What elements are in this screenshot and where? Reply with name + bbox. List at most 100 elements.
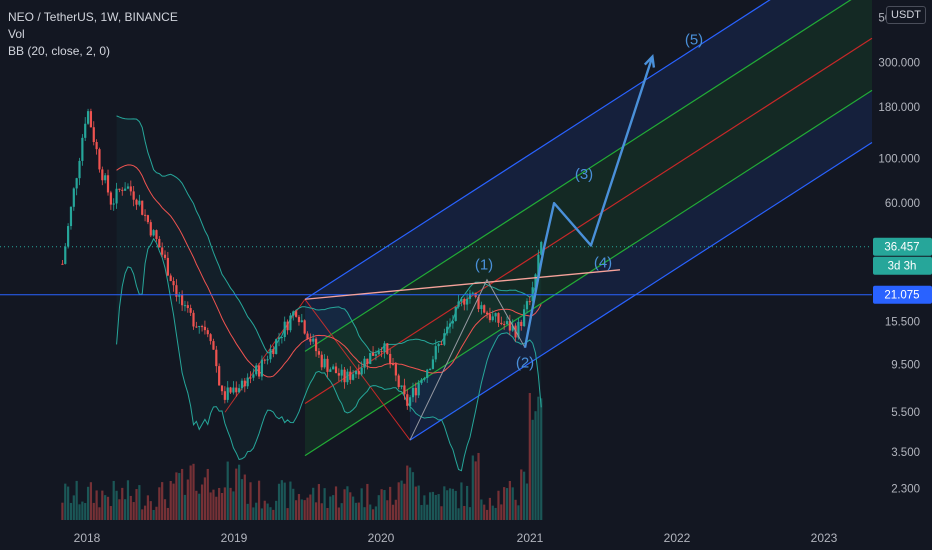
volume-bar <box>434 494 437 520</box>
currency-button[interactable]: USDT <box>886 6 926 24</box>
volume-bar <box>443 486 446 520</box>
volume-bar <box>146 495 150 520</box>
candle-body <box>132 191 135 200</box>
candle-body <box>198 326 201 328</box>
volume-bar <box>98 507 101 520</box>
candle-body <box>309 338 312 342</box>
candle-body <box>505 321 509 325</box>
volume-bar <box>326 507 329 520</box>
volume-bar <box>431 491 435 520</box>
drawing-tools[interactable]: (1) (2) (3) (4) (5) <box>0 32 872 441</box>
y-tick-label: 180.000 <box>878 102 920 114</box>
candle-body <box>64 246 67 264</box>
volume-bar <box>115 490 118 520</box>
volume-bar <box>497 490 500 520</box>
indicator-bb[interactable]: BB (20, close, 2, 0) <box>8 44 111 58</box>
volume-bar <box>528 393 531 520</box>
candle-body <box>61 263 64 265</box>
candle-body <box>423 378 426 380</box>
wave-label: (1) <box>475 257 493 274</box>
candle-body <box>215 349 218 367</box>
volume-bar <box>260 508 264 520</box>
candle-body <box>466 298 469 305</box>
volume-bar <box>306 497 309 520</box>
candle-body <box>334 366 338 374</box>
candle-body <box>360 367 363 375</box>
candle-body <box>317 351 321 355</box>
y-tick-label: 5.500 <box>891 407 920 419</box>
volume-bar <box>64 483 67 520</box>
volume-bar <box>129 495 132 520</box>
volume-bar <box>303 500 306 520</box>
volume-bar <box>69 502 73 520</box>
volume-bar <box>503 487 506 520</box>
candle-body <box>369 352 372 365</box>
time-axis[interactable]: 2018 2019 2020 2021 2022 2023 <box>74 531 838 545</box>
candle-body <box>81 137 84 161</box>
candle-body <box>86 111 90 124</box>
volume-bar <box>181 468 184 520</box>
candle-body <box>411 387 415 398</box>
candle-body <box>540 242 543 255</box>
wave-label: (3) <box>575 166 593 183</box>
bb-fill <box>116 115 542 471</box>
volume-bar <box>508 480 511 520</box>
volume-bar <box>448 488 452 520</box>
pitchfork-channel[interactable] <box>224 0 873 457</box>
volume-bar <box>320 503 323 520</box>
candle-body <box>218 366 221 386</box>
volume-bar <box>540 398 543 520</box>
volume-bar <box>272 509 275 520</box>
candle-body <box>394 364 397 376</box>
candle-body <box>235 387 238 393</box>
volume-bar <box>143 505 147 520</box>
price-axis[interactable]: 500.000300.000180.000100.00060.00015.500… <box>878 13 920 496</box>
hline-value: 21.075 <box>884 290 919 302</box>
y-tick-label: 60.000 <box>885 198 920 210</box>
volume-bar <box>494 507 497 520</box>
candle-body <box>178 295 181 297</box>
volume-bar <box>523 471 526 520</box>
candle-body <box>246 377 249 387</box>
y-tick-label: 9.500 <box>891 359 920 371</box>
last-price-value: 36.457 <box>884 242 919 254</box>
candle-body <box>297 316 301 323</box>
volume-bar <box>394 499 397 520</box>
candle-body <box>508 321 511 331</box>
volume-bar <box>354 502 358 520</box>
candle-body <box>320 354 323 368</box>
candle-body <box>391 364 395 366</box>
candle-body <box>374 354 378 356</box>
candle-body <box>366 358 369 365</box>
volume-bar <box>212 489 215 520</box>
volume-bar <box>357 502 360 520</box>
candle-body <box>138 200 141 205</box>
volume-bar <box>189 465 192 520</box>
candle-body <box>454 306 457 321</box>
volume-bar <box>283 482 286 520</box>
candle-body <box>511 325 514 331</box>
symbol-title[interactable]: NEO / TetherUS, 1W, BINANCE <box>8 10 178 24</box>
volume-bar <box>206 468 209 520</box>
candle-body <box>186 305 189 309</box>
volume-bar <box>138 485 141 520</box>
candle-body <box>414 387 417 396</box>
volume-bar <box>75 480 78 520</box>
candle-body <box>155 230 158 239</box>
volume-bar <box>369 504 372 520</box>
volume-bar <box>198 493 201 520</box>
candlestick-series <box>61 108 543 412</box>
volume-bar <box>343 489 346 520</box>
indicator-vol[interactable]: Vol <box>8 27 25 41</box>
candle-body <box>463 298 466 305</box>
candle-body <box>354 370 358 375</box>
candle-body <box>75 178 78 189</box>
candle-body <box>437 343 440 347</box>
candle-body <box>275 339 278 354</box>
candle-body <box>121 189 124 191</box>
volume-bar <box>366 483 369 520</box>
candle-body <box>280 337 283 339</box>
candle-body <box>263 359 266 361</box>
candle-body <box>109 192 112 205</box>
